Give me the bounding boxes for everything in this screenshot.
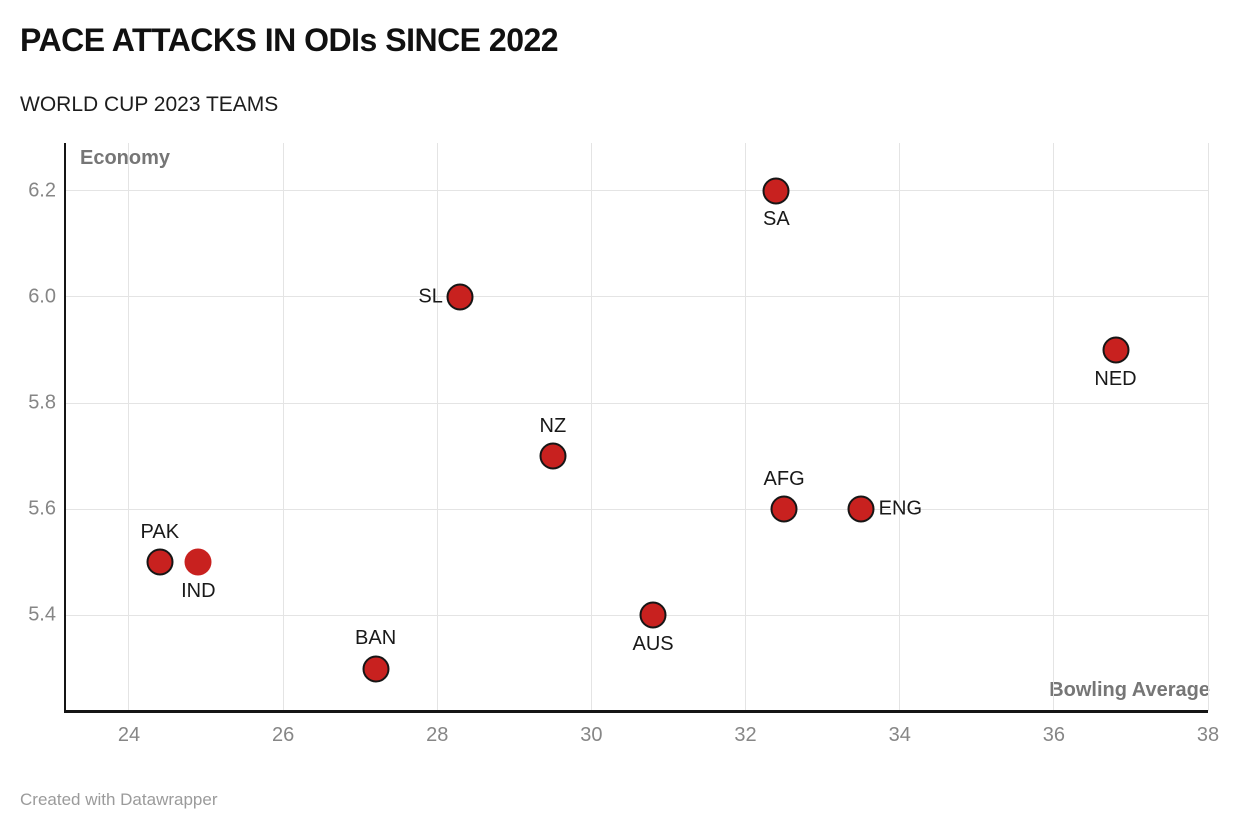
x-gridline [128,143,130,711]
y-gridline [65,296,1208,298]
y-tick-label: 5.8 [28,391,56,414]
x-tick-label: 34 [888,724,911,746]
x-tick-label: 36 [1042,724,1065,746]
point-label-ned: NED [1094,367,1137,390]
point-label-eng: ENG [878,497,922,520]
point-label-ind: IND [181,579,216,602]
point-label-nz: NZ [539,414,567,437]
datawrapper-credit: Created with Datawrapper [20,790,218,809]
y-axis-title: Economy [80,147,171,169]
x-gridline [745,143,747,711]
x-gridline [282,143,284,711]
y-gridline [65,402,1208,404]
x-gridline [590,143,592,711]
y-gridline [65,614,1208,616]
point-label-pak: PAK [140,520,180,543]
point-label-aus: AUS [632,632,674,655]
data-point-nz [539,442,567,470]
scatter-plot-area: Economy Bowling Average 24 26 28 30 32 34 36 38… [28,143,1220,746]
data-point-pak [146,548,174,576]
x-gridline [1207,143,1209,711]
x-tick-label: 24 [117,724,141,746]
y-tick-label: 6.0 [28,285,56,308]
point-label-ban: BAN [355,627,397,650]
y-axis-line [64,143,66,713]
chart-subtitle: WORLD CUP 2023 TEAMS [20,93,279,116]
x-gridline [1053,143,1055,711]
point-label-sa: SA [763,208,790,231]
point-label-afg: AFG [763,467,805,490]
x-axis-line [64,710,1208,713]
y-gridline [65,190,1208,192]
x-tick-label: 26 [271,724,295,746]
data-point-ind [184,548,212,576]
data-point-eng [847,495,875,523]
x-tick-label: 30 [580,724,603,746]
x-gridline [899,143,901,711]
x-axis-title: Bowling Average [1049,679,1210,701]
x-gridline [436,143,438,711]
y-tick-label: 5.6 [28,497,56,520]
data-point-ban [362,655,390,683]
y-tick-label: 6.2 [28,179,56,202]
y-tick-label: 5.4 [28,603,56,626]
y-gridline [65,508,1208,510]
data-point-sa [762,177,790,205]
x-tick-label: 28 [426,724,449,746]
data-point-aus [639,601,667,629]
x-tick-label: 32 [734,724,757,746]
x-tick-label: 38 [1196,724,1220,746]
data-point-sl [446,283,474,311]
data-point-ned [1102,336,1129,364]
chart-title: PACE ATTACKS IN ODIs SINCE 2022 [20,22,559,58]
data-point-afg [770,495,798,523]
point-label-sl: SL [418,285,443,308]
